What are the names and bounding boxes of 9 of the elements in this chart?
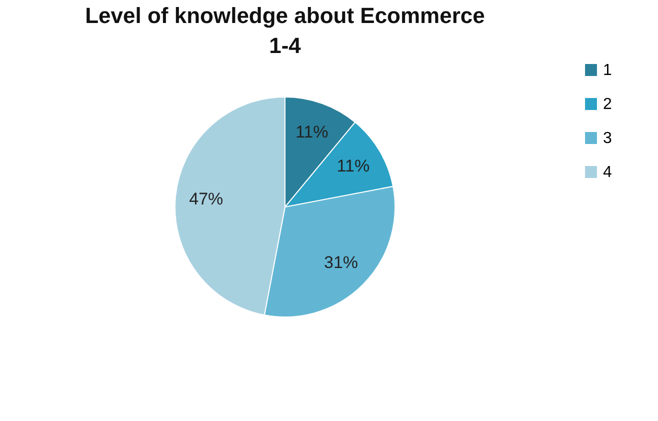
chart-title: Level of knowledge about Ecommerce 1-4 <box>85 3 485 58</box>
legend-label: 4 <box>603 164 612 181</box>
data-label: 11% <box>336 156 370 176</box>
legend-label: 2 <box>603 96 612 113</box>
data-label: 31% <box>324 253 358 272</box>
data-label: 11% <box>295 122 328 142</box>
legend-label: 3 <box>603 130 612 147</box>
legend-label: 1 <box>603 62 612 79</box>
data-label: 47% <box>189 190 224 209</box>
